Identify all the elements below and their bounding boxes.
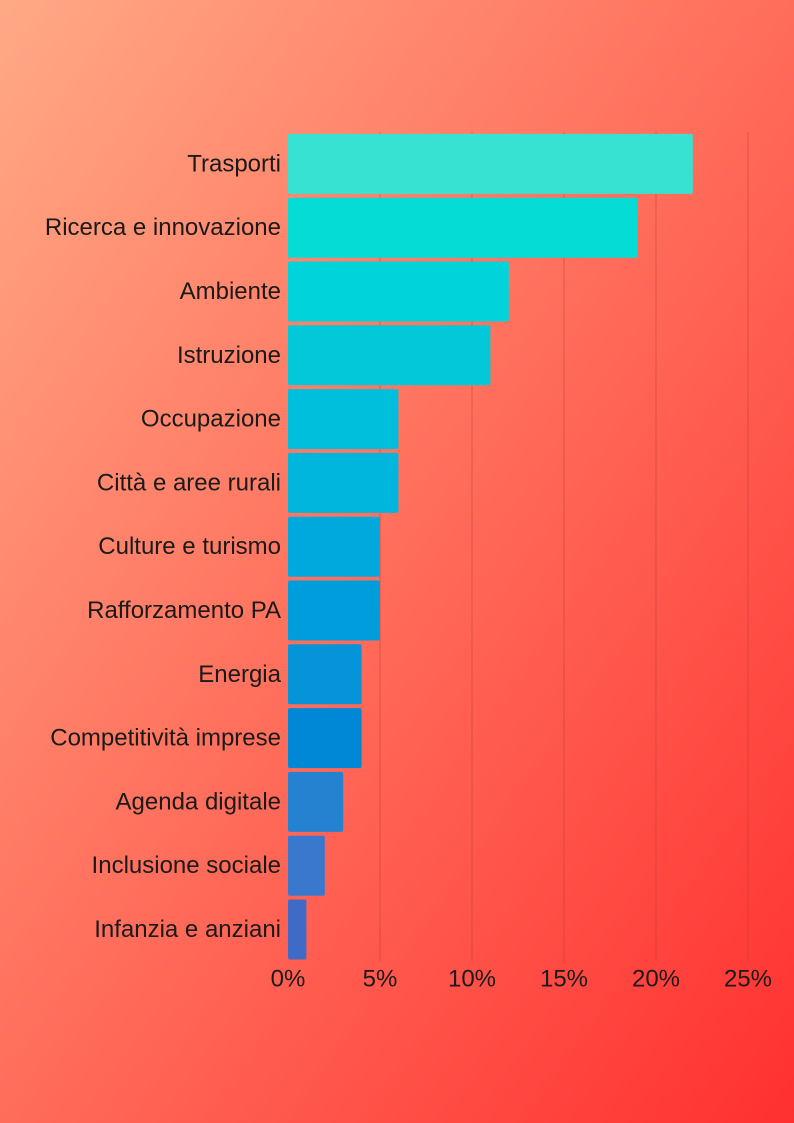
category-label: Occupazione: [141, 406, 281, 433]
bar: [288, 899, 307, 960]
x-axis-ticks: 0% 5% 10% 15% 20% 25%: [271, 965, 772, 992]
x-tick-label: 20%: [632, 965, 680, 992]
bars: [288, 133, 693, 960]
bar: [288, 580, 380, 641]
bar: [288, 835, 325, 896]
bar: [288, 325, 491, 386]
category-label: Infanzia e anziani: [94, 916, 281, 943]
category-label: Trasporti: [187, 150, 281, 177]
category-label: Città e aree rurali: [97, 469, 281, 496]
category-label: Istruzione: [177, 342, 281, 369]
x-tick-label: 10%: [448, 965, 496, 992]
x-tick-label: 15%: [540, 965, 588, 992]
bar: [288, 452, 399, 513]
x-tick-label: 5%: [363, 965, 398, 992]
bar: [288, 261, 509, 322]
category-label: Inclusione sociale: [92, 852, 281, 879]
bar: [288, 197, 638, 258]
x-tick-label: 0%: [271, 965, 306, 992]
x-tick-label: 25%: [724, 965, 772, 992]
bar: [288, 133, 693, 194]
category-label: Agenda digitale: [116, 788, 281, 815]
bar: [288, 771, 344, 832]
bar: [288, 516, 380, 577]
category-label: Competitività imprese: [50, 725, 281, 752]
bar: [288, 708, 362, 769]
bar: [288, 389, 399, 450]
category-label: Ambiente: [180, 278, 281, 305]
category-label: Culture e turismo: [98, 533, 281, 560]
category-label: Energia: [198, 661, 281, 688]
category-label: Ricerca e innovazione: [45, 214, 281, 241]
bar: [288, 644, 362, 705]
category-labels: Trasporti Ricerca e innovazione Ambiente Is…: [45, 150, 282, 943]
category-label: Rafforzamento PA: [87, 597, 281, 624]
